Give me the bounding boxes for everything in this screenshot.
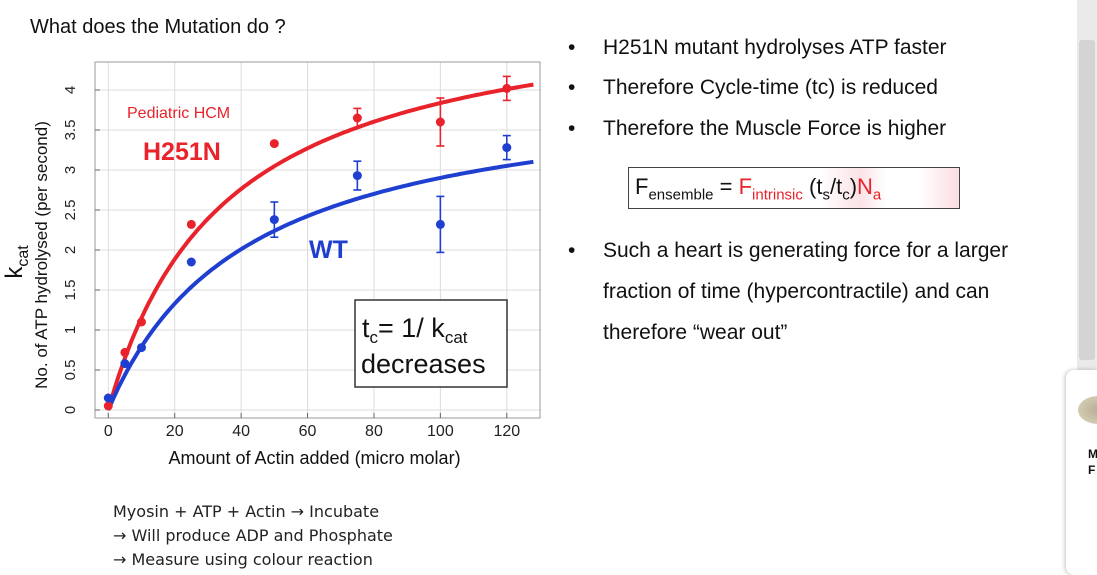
x-tick-label: 80 [365,423,383,440]
bullet-dot: • [568,239,576,262]
annotation-box-line1: tc= 1/ kcat [362,313,468,347]
chart-axes: 0 20 40 60 80 100 120 0 0.5 1 1.5 2 2.5 3 3.5 4 Amount o… [62,61,541,468]
box-text: t [362,313,370,343]
formula-sub: intrinsic [752,186,803,204]
y-tick-label: 1.5 [62,280,79,301]
bullet-dot: • [568,117,576,140]
x-tick-label: 120 [493,423,520,440]
data-point [103,401,113,411]
method-notes: Myosin + ATP + Actin → Incubate → Will p… [113,500,393,572]
data-point [269,139,279,149]
x-axis-title: Amount of Actin added (micro molar) [168,448,460,468]
method-note-line: Myosin + ATP + Actin → Incubate [113,502,380,521]
annotation-context: Pediatric HCM [127,105,230,122]
y-tick-label: 0 [62,406,79,414]
y-symbol-sub: cat [15,245,32,267]
x-tick-label: 60 [299,423,317,440]
plot-frame [94,61,541,419]
fit-curves [106,82,534,411]
x-tick-label: 100 [427,423,454,440]
force-formula-box: Fensemble = Fintrinsic (ts/tc)Na [628,167,960,209]
data-points [103,75,512,411]
data-point [269,215,279,225]
box-subscript: c [370,328,379,347]
method-note-line: → Measure using colour reaction [113,550,373,569]
kcat-chart: kcat No. of ATP hydrolysed (per second) 0… [1,61,541,468]
bullet-dot: • [568,36,576,59]
formula-close: ) [849,174,858,199]
data-point [136,317,146,327]
data-point [186,219,196,229]
scrollbar-thumb[interactable] [1079,40,1095,360]
x-tick-label: 20 [166,423,184,440]
formula-paren: (t [802,174,823,199]
annotation-box-line2: decreases [361,349,486,379]
formula-f: F [738,174,753,199]
data-point [502,143,512,153]
thumbnail-line: F [1088,463,1096,477]
chart-grid [95,62,540,418]
data-point [136,343,146,353]
data-point [502,83,512,93]
data-point [352,113,362,123]
y-axis-title: kcat No. of ATP hydrolysed (per second) [1,121,51,389]
y-axis-title: No. of ATP hydrolysed (per second) [32,121,51,389]
bullet-text: Therefore the Muscle Force is higher [603,117,947,140]
formula-sub: c [842,186,850,204]
y-tick-label: 1 [62,326,79,334]
annotation-wt: WT [309,236,348,264]
annotation-mutant: H251N [143,138,221,166]
formula-equals: = [713,174,739,199]
fit-curve-wt [106,159,534,411]
box-subscript: cat [445,328,468,347]
formula-sub: a [872,186,882,204]
x-tick-label: 40 [232,423,250,440]
data-point [120,359,130,369]
formula-sub: s [822,186,830,204]
y-tick-label: 2 [62,246,79,254]
x-tick-label: 0 [104,423,113,440]
y-tick-label: 4 [62,86,79,94]
annotation-box [354,299,508,388]
bullet-dot: • [568,76,576,99]
force-formula: Fensemble = Fintrinsic (ts/tc)Na [635,174,881,203]
data-point [103,393,113,403]
y-symbol-main: k [1,266,28,279]
y-tick-label: 3 [62,166,79,174]
thumbnail-image [1078,396,1097,424]
thumbnail-line: M [1088,447,1097,461]
method-note-line: → Will produce ADP and Phosphate [113,526,393,545]
data-point [186,257,196,267]
formula-sub: ensemble [648,186,714,204]
thumbnail-text: M F [1088,446,1097,478]
formula-f: F [635,174,649,199]
data-point [435,219,445,229]
y-axis-symbol: kcat [1,245,32,279]
box-text: = 1/ k [378,313,445,343]
formula-slash: /t [829,174,843,199]
formula-n: N [857,174,873,199]
y-tick-label: 0.5 [62,360,79,381]
slide-title: What does the Mutation do ? [30,16,286,38]
bullet-continuation: fraction of time (hypercontractile) and … [603,280,990,303]
y-tick-label: 2.5 [62,200,79,221]
data-point [435,117,445,127]
bullet-text: H251N mutant hydrolyses ATP faster [603,36,947,59]
fit-curve-h251n [106,82,534,411]
y-tick-label: 3.5 [62,120,79,141]
bullet-continuation: therefore “wear out” [603,321,788,344]
bullet-text: Such a heart is generating force for a l… [603,239,1009,262]
bullet-text: Therefore Cycle-time (tc) is reduced [603,76,938,99]
next-slide-thumbnail[interactable]: M F [1066,370,1097,575]
data-point [120,347,130,357]
data-point [352,171,362,181]
